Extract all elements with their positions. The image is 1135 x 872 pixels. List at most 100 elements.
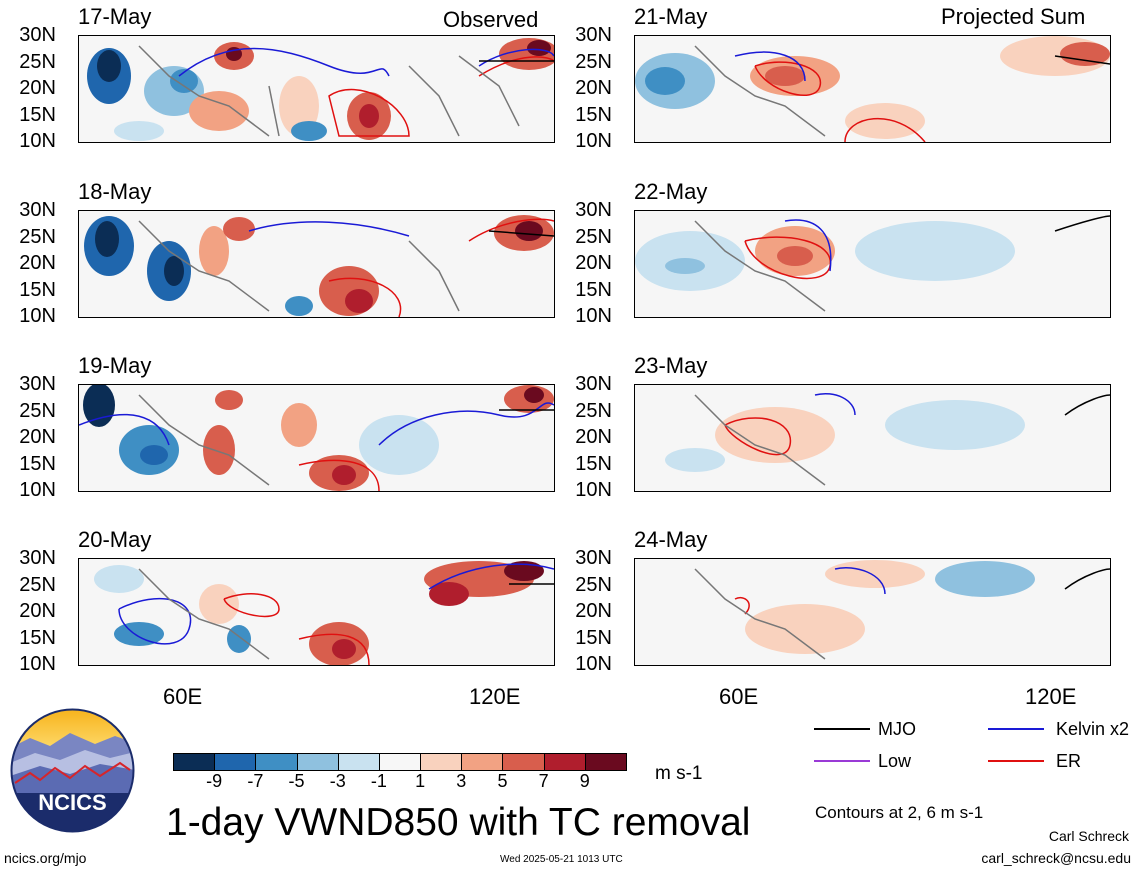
er-line-swatch — [988, 760, 1044, 762]
footer-timestamp: Wed 2025-05-21 1013 UTC — [500, 854, 623, 865]
lat-label: 20N — [575, 600, 612, 622]
lat-label: 15N — [575, 278, 612, 301]
panel-date: 18-May — [78, 179, 152, 204]
lat-label: 10N — [19, 479, 56, 501]
mjo-line-swatch — [814, 728, 870, 730]
colorbar-tick-label: -7 — [247, 771, 264, 791]
lon-label-60e: 60E — [163, 684, 203, 709]
lon-label-120e: 120E — [1025, 684, 1077, 709]
lat-label: 15N — [19, 626, 56, 649]
lat-label: 15N — [19, 452, 56, 475]
map-panel-22-may — [634, 210, 1111, 318]
lat-label: 15N — [19, 278, 56, 301]
footer-credit-name: Carl Schreck — [1048, 828, 1129, 844]
colorbar — [173, 753, 627, 771]
contours-note: Contours at 2, 6 m s-1 — [815, 803, 984, 822]
map-panel-19-may — [78, 384, 555, 492]
map-field — [79, 385, 554, 491]
colorbar-cell — [173, 753, 216, 771]
map-field — [635, 215, 1110, 312]
lat-label: 10N — [575, 479, 612, 501]
lat-label: 15N — [575, 452, 612, 475]
lat-label: 30N — [575, 373, 612, 395]
colorbar-tick-label: 9 — [579, 771, 590, 791]
lat-label: 25N — [575, 225, 612, 248]
lat-label: 25N — [575, 399, 612, 422]
colorbar-ticks: -9 -7 -5 -3 -1 1 3 5 7 9 — [173, 772, 626, 792]
map-panel-23-may — [634, 384, 1111, 492]
kelvin-line-swatch — [988, 728, 1044, 730]
map-panel-17-may — [78, 35, 555, 143]
lat-label: 20N — [19, 426, 56, 448]
map-panel-18-may — [78, 210, 555, 318]
lat-label: 10N — [575, 653, 612, 675]
footer-url[interactable]: ncics.org/mjo — [4, 850, 87, 866]
panel-date: 23-May — [634, 353, 708, 378]
lat-label: 10N — [575, 305, 612, 327]
chart-title: 1-day VWND850 with TC removal — [166, 801, 751, 844]
lat-label: 30N — [19, 547, 56, 569]
low-line-swatch — [814, 760, 870, 762]
lat-label: 25N — [19, 225, 56, 248]
map-panel-24-may — [634, 558, 1111, 666]
lat-label: 20N — [19, 252, 56, 274]
map-field — [87, 38, 554, 141]
lat-label: 25N — [575, 573, 612, 596]
colorbar-tick-label: -9 — [206, 771, 223, 791]
colorbar-cell — [296, 753, 339, 771]
ncics-logo: NCICS — [10, 708, 135, 833]
lat-label: 20N — [575, 252, 612, 274]
colorbar-tick-label: 1 — [415, 771, 426, 791]
panel-date: 24-May — [634, 527, 708, 552]
legend-label: ER — [1056, 751, 1082, 771]
map-panel-20-may — [78, 558, 555, 666]
lat-label: 20N — [575, 77, 612, 99]
colorbar-cell — [337, 753, 380, 771]
colorbar-cell — [461, 753, 504, 771]
map-field — [665, 393, 1110, 486]
panel-date: 21-May — [634, 4, 708, 29]
colorbar-tick-label: 7 — [538, 771, 549, 791]
legend-label: Low — [878, 751, 912, 771]
panel-date: 22-May — [634, 179, 708, 204]
lat-label: 20N — [19, 600, 56, 622]
lat-label: 20N — [19, 77, 56, 99]
lat-label: 30N — [575, 199, 612, 221]
legend-label: MJO — [878, 719, 916, 739]
lon-label-120e: 120E — [469, 684, 521, 709]
colorbar-cell — [255, 753, 298, 771]
contour-legend: MJO Kelvin x2 Low ER — [812, 719, 1132, 779]
lat-label: 30N — [575, 24, 612, 46]
lat-label: 15N — [19, 103, 56, 126]
observed-label: Observed — [443, 7, 539, 32]
lat-label: 25N — [575, 50, 612, 73]
panel-date: 20-May — [78, 527, 152, 552]
lat-label: 15N — [575, 626, 612, 649]
colorbar-cell — [543, 753, 586, 771]
lat-label: 20N — [575, 426, 612, 448]
lat-label: 25N — [19, 573, 56, 596]
lat-label: 10N — [19, 130, 56, 152]
footer-email[interactable]: carl_schreck@ncsu.edu — [981, 850, 1131, 866]
lat-label: 10N — [19, 305, 56, 327]
map-field — [84, 215, 554, 317]
lat-label: 10N — [575, 130, 612, 152]
lat-label: 30N — [575, 547, 612, 569]
lat-label: 30N — [19, 373, 56, 395]
lat-label: 10N — [19, 653, 56, 675]
projected-sum-label: Projected Sum — [941, 4, 1086, 29]
lat-label: 25N — [19, 50, 56, 73]
colorbar-cell — [420, 753, 463, 771]
colorbar-tick-label: 3 — [456, 771, 467, 791]
map-field — [694, 560, 1110, 660]
colorbar-cell — [584, 753, 627, 771]
colorbar-tick-label: 5 — [497, 771, 508, 791]
colorbar-tick-label: -1 — [370, 771, 387, 791]
map-panel-21-may — [634, 35, 1111, 143]
legend-label: Kelvin x2 — [1056, 719, 1130, 739]
panel-date: 19-May — [78, 353, 152, 378]
colorbar-cell — [378, 753, 422, 771]
lat-label: 15N — [575, 103, 612, 126]
lat-label: 30N — [19, 24, 56, 46]
colorbar-cell — [502, 753, 545, 771]
